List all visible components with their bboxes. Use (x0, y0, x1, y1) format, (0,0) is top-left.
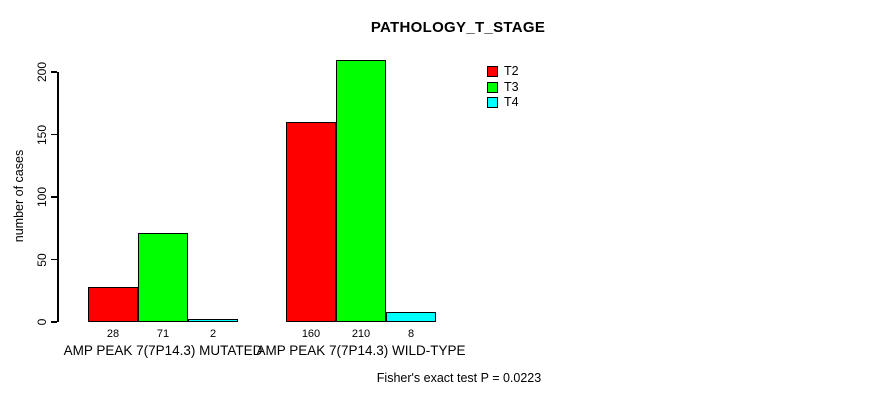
y-axis-tick-label: 150 (35, 124, 49, 145)
bar-value-label: 2 (209, 328, 217, 340)
x-category-label: AMP PEAK 7(7P14.3) WILD-TYPE (256, 343, 466, 358)
y-axis-tick (51, 133, 57, 136)
bar-value-label: 71 (156, 328, 170, 340)
bar-t2-group2 (286, 122, 336, 322)
bar-t4-group1 (188, 319, 238, 322)
y-axis-tick (51, 71, 57, 73)
x-category-label: AMP PEAK 7(7P14.3) MUTATED (63, 343, 263, 358)
y-axis-tick (51, 258, 57, 261)
bar-value-label: 28 (106, 328, 120, 340)
y-axis-tick (51, 321, 57, 323)
bar-t3-group1 (138, 233, 188, 322)
chart-title: PATHOLOGY_T_STAGE (370, 19, 546, 36)
legend-label-t3: T3 (504, 79, 519, 94)
bar-t4-group2 (386, 312, 436, 322)
legend-label-t2: T2 (504, 64, 519, 78)
legend-label-t4: T4 (504, 95, 519, 109)
bar-value-label: 160 (301, 328, 321, 340)
y-axis-tick-label: 50 (35, 252, 49, 267)
legend-swatch-t4 (487, 97, 498, 108)
y-axis-tick (51, 196, 57, 198)
legend-swatch-t2 (487, 66, 498, 77)
y-axis-tick-label: 100 (35, 186, 49, 208)
y-axis-line (57, 72, 59, 322)
bar-value-label: 8 (407, 328, 415, 340)
y-axis-tick-label: 200 (35, 61, 49, 83)
bar-t3-group2 (336, 59, 386, 322)
legend-swatch-t3 (487, 81, 498, 93)
bar-t2-group1 (88, 287, 138, 322)
bar-value-label: 210 (351, 328, 371, 340)
y-axis-tick-label: 0 (35, 318, 49, 326)
y-axis-title: number of cases (12, 149, 26, 243)
stat-test-annotation: Fisher's exact test P = 0.0223 (376, 371, 542, 385)
